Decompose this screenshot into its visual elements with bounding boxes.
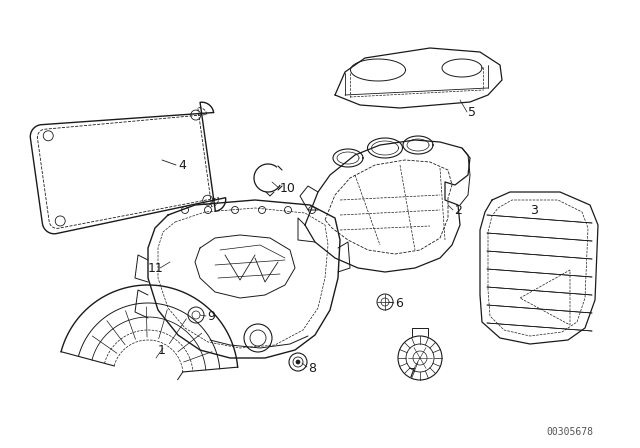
Circle shape bbox=[296, 360, 300, 364]
Text: 3: 3 bbox=[530, 203, 538, 216]
Text: 11: 11 bbox=[148, 262, 164, 275]
Text: 2: 2 bbox=[454, 203, 462, 216]
Text: 1: 1 bbox=[158, 344, 166, 357]
Text: 5: 5 bbox=[468, 105, 476, 119]
Text: 00305678: 00305678 bbox=[547, 427, 593, 437]
Text: 6: 6 bbox=[395, 297, 403, 310]
Text: 8: 8 bbox=[308, 362, 316, 375]
Text: 10: 10 bbox=[280, 181, 296, 194]
Text: 9: 9 bbox=[207, 310, 215, 323]
Text: 7: 7 bbox=[408, 366, 416, 379]
Text: 4: 4 bbox=[178, 159, 186, 172]
